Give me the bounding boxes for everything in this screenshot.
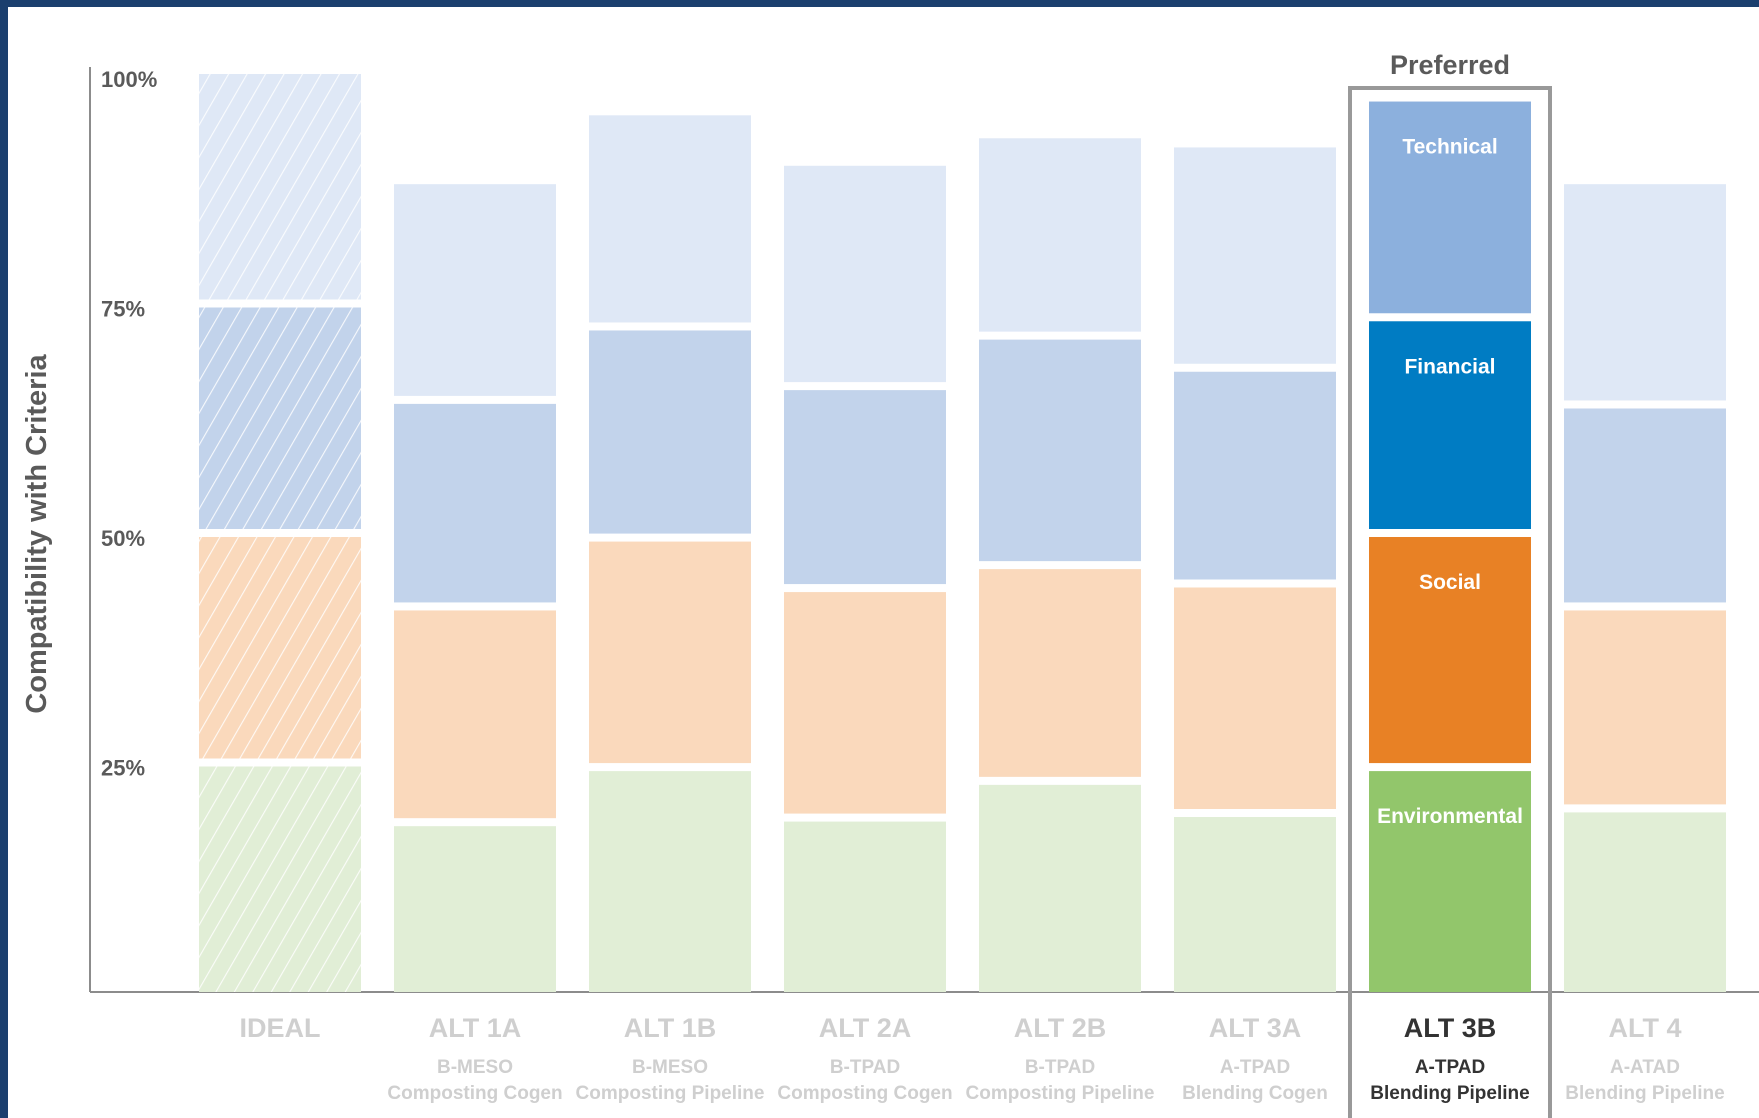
bar-alt-2a-environmental [784, 821, 946, 992]
segment-label-financial: Financial [1404, 355, 1495, 378]
bar-alt-1a-social [394, 610, 556, 819]
bar-alt-1b-social [589, 541, 751, 764]
category-label: ALT 1B [624, 1013, 717, 1043]
category-sublabel: B-TPAD [1025, 1057, 1095, 1078]
y-tick-label: 100% [101, 67, 157, 92]
stacked-bar-chart: Compatibility with Criteria 25% 50% 75% 100… [21, 50, 1759, 1118]
bar-alt-2a-technical [784, 165, 946, 383]
bar-alt-2a-financial [784, 390, 946, 585]
category-sublabel: A-TPAD [1220, 1057, 1290, 1078]
bar-alt-1b-environmental [589, 771, 751, 992]
category-label: ALT 1A [429, 1013, 522, 1043]
bar-alt-2b-financial [979, 339, 1141, 562]
bar-alt-4-social [1564, 610, 1726, 805]
category-label: ALT 4 [1609, 1013, 1682, 1043]
bar-alt-3b-financial [1369, 321, 1531, 529]
bar-alt-3a-financial [1174, 371, 1336, 580]
segment-label-environmental: Environmental [1377, 805, 1523, 828]
category-sublabel: A-TPAD [1415, 1057, 1485, 1078]
y-tick-label: 25% [101, 756, 145, 781]
category-sublabel-2: Blending Pipeline [1370, 1083, 1529, 1104]
category-sublabel: B-MESO [632, 1057, 708, 1078]
category-labels: IDEAL ALT 1A B-MESO Composting Cogen ALT 1B B… [240, 50, 1725, 1104]
bar-alt-1a-financial [394, 403, 556, 603]
bar-ideal-social-hatch [199, 537, 361, 759]
category-label: ALT 3A [1209, 1013, 1302, 1043]
category-sublabel: B-MESO [437, 1057, 513, 1078]
segment-label-technical: Technical [1402, 136, 1497, 159]
category-label: ALT 3B [1404, 1013, 1497, 1043]
bars: Environmental Social Financial Technical [199, 74, 1726, 1118]
bar-alt-3a-environmental [1174, 816, 1336, 992]
category-sublabel-2: Composting Pipeline [576, 1083, 765, 1104]
category-sublabel: B-TPAD [830, 1057, 900, 1078]
bar-ideal-financial-hatch [199, 307, 361, 529]
bar-alt-1b-technical [589, 115, 751, 323]
bar-alt-4-technical [1564, 184, 1726, 401]
category-sublabel-2: Composting Cogen [777, 1083, 952, 1104]
bar-alt-2b-technical [979, 138, 1141, 332]
category-sublabel-2: Composting Pipeline [966, 1083, 1155, 1104]
y-axis-label: Compatibility with Criteria [21, 353, 53, 713]
preferred-highlight-box [1348, 86, 1552, 1118]
bar-alt-2b-social [979, 569, 1141, 777]
chart-frame: Compatibility with Criteria 25% 50% 75% 100… [8, 7, 1759, 1118]
category-label: ALT 2A [819, 1013, 912, 1043]
category-sublabel-2: Blending Cogen [1182, 1083, 1328, 1104]
category-label: ALT 2B [1014, 1013, 1107, 1043]
category-sublabel-2: Composting Cogen [387, 1083, 562, 1104]
bar-alt-3b-environmental [1369, 771, 1531, 992]
category-sublabel-2: Blending Pipeline [1565, 1083, 1724, 1104]
bar-alt-4-financial [1564, 408, 1726, 603]
bar-alt-1b-financial [589, 330, 751, 534]
bar-alt-2b-environmental [979, 784, 1141, 992]
segment-label-social: Social [1419, 571, 1481, 594]
bar-ideal-technical-hatch [199, 74, 361, 300]
bar-alt-1a-technical [394, 184, 556, 396]
preferred-label: Preferred [1390, 50, 1510, 80]
category-sublabel: A-ATAD [1610, 1057, 1680, 1078]
bar-alt-4-environmental [1564, 812, 1726, 992]
bar-ideal-environmental-hatch [199, 766, 361, 992]
bar-alt-2a-social [784, 592, 946, 814]
bar-alt-1a-environmental [394, 826, 556, 992]
bar-alt-3b-technical [1369, 101, 1531, 314]
y-tick-label: 50% [101, 526, 145, 551]
bar-alt-3a-technical [1174, 147, 1336, 364]
category-label: IDEAL [240, 1013, 321, 1043]
y-tick-label: 75% [101, 297, 145, 322]
bar-alt-3b-social [1369, 537, 1531, 764]
bar-alt-3a-social [1174, 587, 1336, 809]
